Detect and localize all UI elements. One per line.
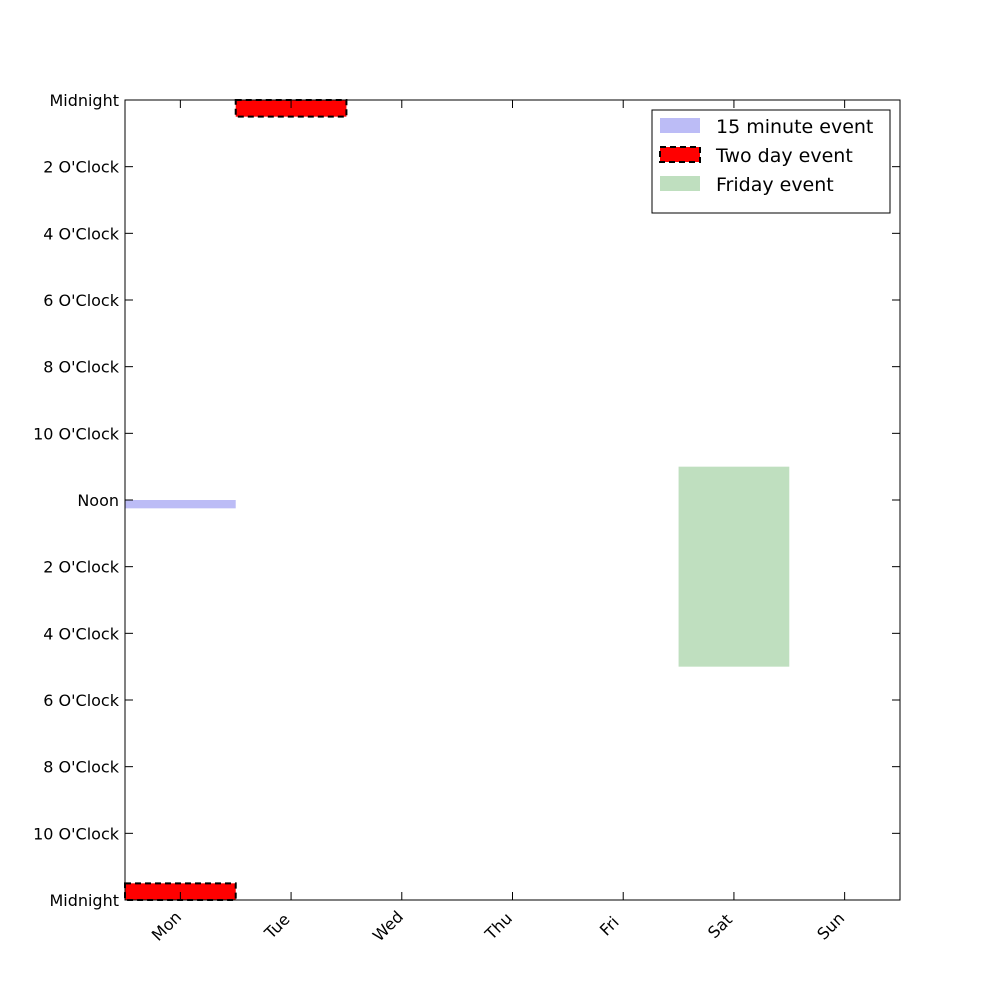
y-tick-label: 4 O'Clock: [43, 624, 119, 643]
legend-swatch-friday-event: [660, 176, 700, 191]
event-bars: [124, 99, 790, 901]
legend-swatch-two-day-event: [659, 146, 701, 163]
y-tick-label: 4 O'Clock: [43, 224, 119, 243]
event-bar-friday-event-sat: [678, 466, 790, 667]
y-tick-label: Midnight: [49, 891, 119, 910]
legend-label: Two day event: [715, 145, 853, 167]
y-tick-label: 6 O'Clock: [43, 291, 119, 310]
legend-swatch-15-minute-event: [660, 118, 700, 133]
y-tick-label: 8 O'Clock: [43, 358, 119, 377]
y-tick-label: 10 O'Clock: [33, 824, 120, 843]
y-tick-label: 6 O'Clock: [43, 691, 119, 710]
y-tick-label: Noon: [77, 491, 119, 510]
y-tick-label: Midnight: [49, 91, 119, 110]
y-axis-ticks: Midnight 2 O'Clock 4 O'Clock 6 O'Clock 8 O'C…: [33, 91, 900, 910]
event-bar-15-minute-event-mon: [125, 500, 236, 509]
y-tick-label: 2 O'Clock: [43, 158, 119, 177]
legend-label: Friday event: [716, 174, 834, 196]
y-tick-label: 10 O'Clock: [33, 424, 120, 443]
legend-label: 15 minute event: [716, 116, 873, 138]
y-tick-label: 8 O'Clock: [43, 758, 119, 777]
legend: 15 minute event Two day event Friday event: [651, 109, 891, 214]
y-tick-label: 2 O'Clock: [43, 558, 119, 577]
